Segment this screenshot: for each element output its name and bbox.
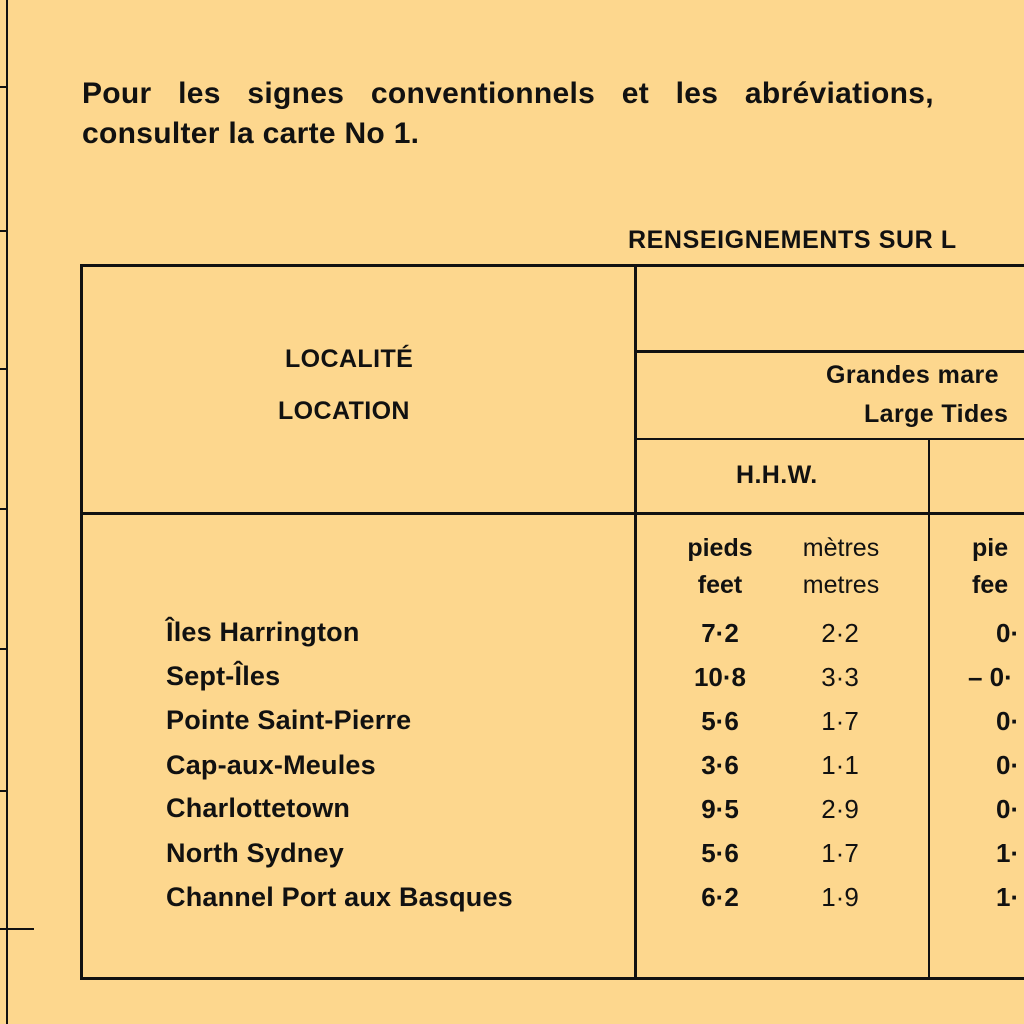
margin-tick xyxy=(0,648,6,650)
next-feet: 0· xyxy=(996,794,1020,824)
hhw-feet: 5·6 xyxy=(701,838,739,868)
margin-tick-long xyxy=(0,928,34,930)
unit-feet-fr: pieds xyxy=(687,534,753,562)
unit-feet-2: pie fee xyxy=(972,530,1024,604)
column-header-hhw: H.H.W. xyxy=(736,461,818,489)
hhw-feet: 7·2 xyxy=(701,618,739,648)
left-margin-rule xyxy=(6,0,8,1024)
unit-feet-en: feet xyxy=(697,571,743,599)
unit-metres-fr: mètres xyxy=(802,534,880,562)
section-title: RENSEIGNEMENTS SUR L xyxy=(628,226,957,254)
next-feet: 1· xyxy=(996,882,1020,912)
group-header-top-rule xyxy=(634,350,1024,353)
hhw-metres: 1·7 xyxy=(821,706,859,736)
location-name: Cap-aux-Meules xyxy=(166,750,376,780)
next-feet: 0· xyxy=(996,706,1020,736)
table-left-border xyxy=(80,264,83,980)
table-top-border xyxy=(80,264,1024,267)
location-header-fr: LOCALITÉ xyxy=(285,345,414,373)
intro-line-2: consulter la carte No 1. xyxy=(82,117,420,150)
location-name: Pointe Saint-Pierre xyxy=(166,705,412,735)
hhw-feet: 10·8 xyxy=(693,662,747,692)
hhw-metres: 1·7 xyxy=(821,838,859,868)
margin-tick xyxy=(0,230,6,232)
location-name: Charlottetown xyxy=(166,793,351,823)
unit-feet: pieds feet xyxy=(670,530,770,604)
unit-metres-en: metres xyxy=(802,571,880,599)
location-name: Îles Harrington xyxy=(166,617,360,647)
unit-feet2-fr: pie xyxy=(972,534,1009,562)
next-feet: 1· xyxy=(996,838,1020,868)
hhw-feet: 3·6 xyxy=(701,750,739,780)
hhw-metres: 2·9 xyxy=(821,794,859,824)
intro-line-1: Pour les signes conventionnels et les ab… xyxy=(82,77,934,110)
subheader-rule xyxy=(634,438,1024,440)
table-bottom-border xyxy=(80,977,1024,980)
hhw-metres: 2·2 xyxy=(821,618,859,648)
hhw-metres: 1·9 xyxy=(821,882,859,912)
next-feet: 0· xyxy=(996,618,1020,648)
unit-metres: mètres metres xyxy=(786,530,896,604)
intro-paragraph: Pour les signes conventionnels et les ab… xyxy=(82,74,1024,154)
header-bottom-rule xyxy=(80,512,1024,515)
hhw-metres: 3·3 xyxy=(821,662,859,692)
margin-tick xyxy=(0,790,6,792)
hhw-feet: 9·5 xyxy=(701,794,739,824)
margin-tick xyxy=(0,368,6,370)
column-divider-location xyxy=(634,264,637,980)
location-name: Sept-Îles xyxy=(166,661,281,691)
next-feet: 0· xyxy=(996,750,1020,780)
location-name: North Sydney xyxy=(166,838,344,868)
margin-tick xyxy=(0,86,6,88)
location-header-en: LOCATION xyxy=(278,397,410,425)
next-feet: – 0· xyxy=(968,662,1013,692)
group-header-en: Large Tides xyxy=(864,400,1009,428)
margin-tick xyxy=(0,508,6,510)
hhw-metres: 1·1 xyxy=(821,750,859,780)
unit-feet2-en: fee xyxy=(972,571,1009,599)
location-name: Channel Port aux Basques xyxy=(166,882,513,912)
hhw-feet: 6·2 xyxy=(701,882,739,912)
hhw-feet: 5·6 xyxy=(701,706,739,736)
group-header-fr: Grandes mare xyxy=(826,361,999,389)
column-divider-hhw xyxy=(928,438,930,980)
